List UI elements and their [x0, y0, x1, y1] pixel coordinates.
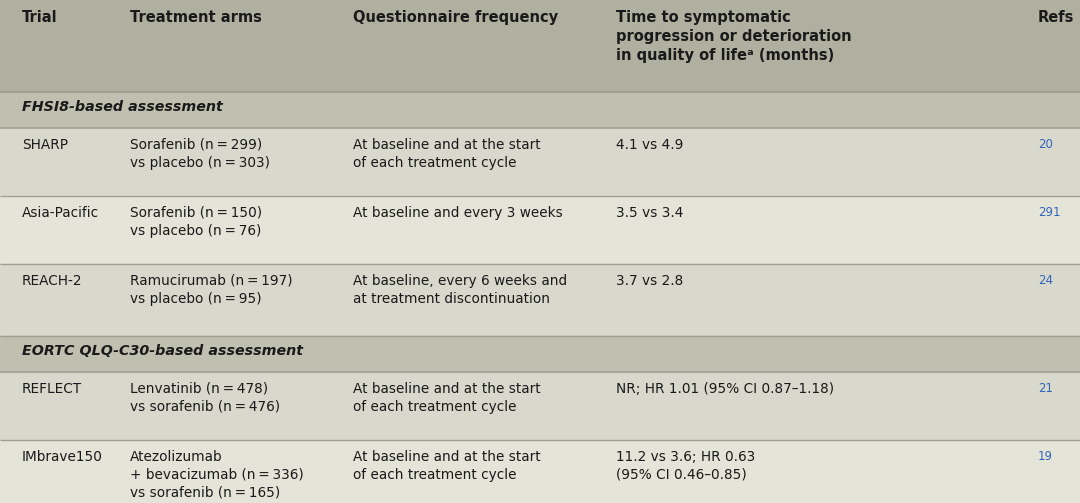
Bar [0, 0, 1080, 92]
Text: IMbrave150: IMbrave150 [22, 450, 103, 464]
Text: 24: 24 [1038, 274, 1053, 287]
Text: At baseline and at the start
of each treatment cycle: At baseline and at the start of each tre… [353, 450, 541, 482]
Bar [0, 264, 1080, 336]
Bar [0, 92, 1080, 128]
Text: 20: 20 [1038, 138, 1053, 151]
Text: Ramucirumab (n = 197)
vs placebo (n = 95): Ramucirumab (n = 197) vs placebo (n = 95… [130, 274, 293, 306]
Text: REFLECT: REFLECT [22, 382, 82, 396]
Bar [0, 128, 1080, 196]
Text: 4.1 vs 4.9: 4.1 vs 4.9 [616, 138, 684, 152]
Text: Trial: Trial [22, 10, 57, 25]
Text: 3.7 vs 2.8: 3.7 vs 2.8 [616, 274, 684, 288]
Text: At baseline and at the start
of each treatment cycle: At baseline and at the start of each tre… [353, 138, 541, 170]
Text: Questionnaire frequency: Questionnaire frequency [353, 10, 558, 25]
Bar [0, 372, 1080, 440]
Text: Sorafenib (n = 299)
vs placebo (n = 303): Sorafenib (n = 299) vs placebo (n = 303) [130, 138, 270, 170]
Text: Lenvatinib (n = 478)
vs sorafenib (n = 476): Lenvatinib (n = 478) vs sorafenib (n = 4… [130, 382, 280, 414]
Bar [0, 196, 1080, 264]
Bar [0, 440, 1080, 503]
Text: Refs: Refs [1038, 10, 1075, 25]
Text: Sorafenib (n = 150)
vs placebo (n = 76): Sorafenib (n = 150) vs placebo (n = 76) [130, 206, 262, 238]
Text: REACH-2: REACH-2 [22, 274, 82, 288]
Text: At baseline and at the start
of each treatment cycle: At baseline and at the start of each tre… [353, 382, 541, 414]
Text: Time to symptomatic
progression or deterioration
in quality of lifeᵃ (months): Time to symptomatic progression or deter… [616, 10, 852, 63]
Text: At baseline, every 6 weeks and
at treatment discontinuation: At baseline, every 6 weeks and at treatm… [353, 274, 567, 306]
Text: At baseline and every 3 weeks: At baseline and every 3 weeks [353, 206, 563, 220]
Text: Treatment arms: Treatment arms [130, 10, 261, 25]
Text: Atezolizumab
+ bevacizumab (n = 336)
vs sorafenib (n = 165): Atezolizumab + bevacizumab (n = 336) vs … [130, 450, 303, 499]
Text: 11.2 vs 3.6; HR 0.63
(95% CI 0.46–0.85): 11.2 vs 3.6; HR 0.63 (95% CI 0.46–0.85) [616, 450, 755, 482]
Text: EORTC QLQ-C30-based assessment: EORTC QLQ-C30-based assessment [22, 344, 303, 358]
Text: Asia-Pacific: Asia-Pacific [22, 206, 99, 220]
Text: FHSI8-based assessment: FHSI8-based assessment [22, 100, 222, 114]
Bar [0, 336, 1080, 372]
Text: 291: 291 [1038, 206, 1061, 219]
Text: NR; HR 1.01 (95% CI 0.87–1.18): NR; HR 1.01 (95% CI 0.87–1.18) [616, 382, 834, 396]
Text: 19: 19 [1038, 450, 1053, 463]
Text: SHARP: SHARP [22, 138, 68, 152]
Text: 3.5 vs 3.4: 3.5 vs 3.4 [616, 206, 684, 220]
Text: 21: 21 [1038, 382, 1053, 395]
